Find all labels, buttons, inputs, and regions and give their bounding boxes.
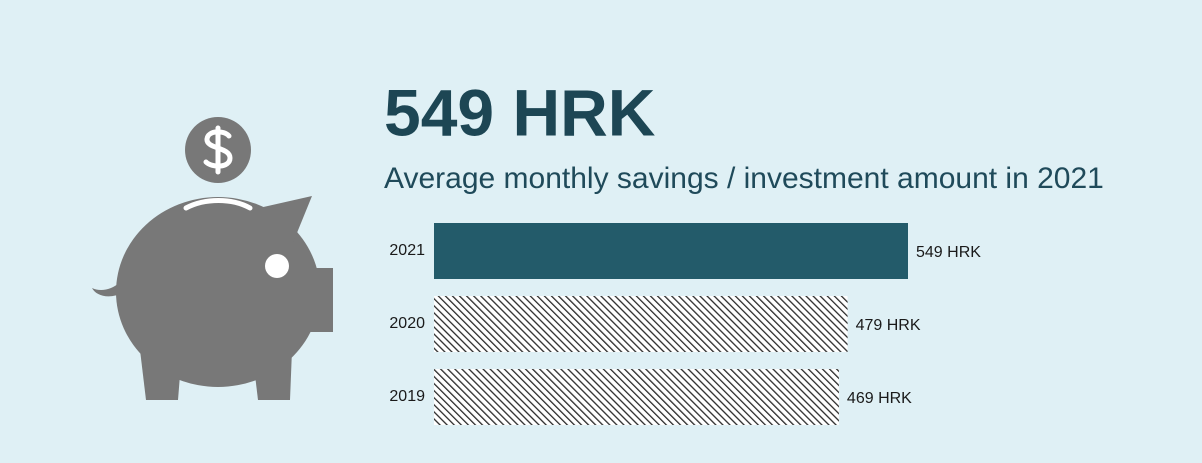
category-label: 2021 <box>389 242 425 259</box>
category-label: 2020 <box>389 315 425 332</box>
bar <box>434 223 908 279</box>
chart-title: Average monthly savings / investment amo… <box>384 162 1104 195</box>
bar <box>434 369 839 425</box>
bar <box>434 296 848 352</box>
category-label: 2019 <box>389 388 425 405</box>
value-label: 469 HRK <box>847 390 912 407</box>
headline: 549 HRK <box>384 75 656 149</box>
piggy-bank-icon <box>92 117 333 400</box>
value-label: 479 HRK <box>856 317 921 334</box>
value-label: 549 HRK <box>916 244 981 261</box>
